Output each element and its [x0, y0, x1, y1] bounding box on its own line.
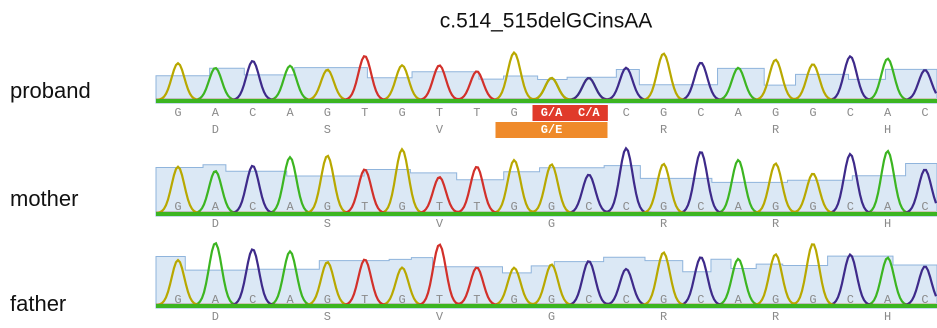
sample-label: proband [10, 78, 91, 103]
base-call: C [249, 200, 256, 214]
base-call: C [847, 293, 854, 307]
amino-acid: S [324, 310, 331, 323]
amino-acid: D [212, 217, 219, 231]
amino-acid: G [548, 310, 555, 323]
base-call: G [398, 106, 405, 120]
quality-shading [156, 256, 937, 308]
amino-acid: S [324, 217, 331, 231]
trace-row: proband G A C A G T G T T G G/A C/A C G C A G G C A C D S V G/E R R… [10, 53, 937, 138]
amino-acid: H [884, 123, 891, 137]
base-call: C [697, 106, 704, 120]
base-call: C [921, 200, 928, 214]
amino-acid: V [436, 310, 444, 323]
base-call: A [735, 106, 743, 120]
base-call: C/A [578, 106, 600, 120]
base-call: G [660, 200, 667, 214]
base-call: G [174, 200, 181, 214]
base-call: G [809, 106, 816, 120]
base-call: T [361, 200, 368, 214]
amino-acid: G/E [541, 123, 563, 137]
base-call: A [286, 106, 294, 120]
base-call: A [884, 200, 892, 214]
base-call: C [847, 200, 854, 214]
base-call: G [660, 106, 667, 120]
title: c.514_515delGCinsAA [440, 10, 652, 33]
base-call: C [623, 106, 630, 120]
base-call: C [847, 106, 854, 120]
amino-acid: R [660, 217, 667, 231]
base-call: A [212, 106, 220, 120]
sample-label: father [10, 291, 66, 316]
base-call: G [660, 293, 667, 307]
base-call: T [361, 106, 368, 120]
base-call: C [249, 106, 256, 120]
base-call: A [212, 200, 220, 214]
base-call: G [324, 293, 331, 307]
base-call: T [473, 293, 480, 307]
base-call: A [884, 293, 892, 307]
base-call: A [286, 200, 294, 214]
base-call: C [585, 293, 592, 307]
base-call: A [212, 293, 220, 307]
base-call: G [809, 293, 816, 307]
amino-acid: R [772, 123, 779, 137]
amino-acid: H [884, 310, 891, 323]
base-call: G [398, 293, 405, 307]
base-call: C [585, 200, 592, 214]
base-call: A [735, 293, 743, 307]
amino-acid: R [772, 310, 779, 323]
amino-acid: D [212, 123, 219, 137]
amino-acid: H [884, 217, 891, 231]
base-call: A [735, 200, 743, 214]
amino-acid: V [436, 123, 444, 137]
base-call: G [772, 200, 779, 214]
base-call: A [884, 106, 892, 120]
base-call: A [286, 293, 294, 307]
amino-acid: G [548, 217, 555, 231]
base-call: C [921, 293, 928, 307]
base-call: G [772, 293, 779, 307]
base-call: G/A [541, 106, 563, 120]
base-call: G [548, 200, 555, 214]
base-call: C [623, 200, 630, 214]
base-call: G [174, 106, 181, 120]
base-call: T [436, 200, 443, 214]
chromatogram-figure: c.514_515delGCinsAA proband G A C A G T G T T G G/A… [0, 0, 937, 323]
base-call: G [511, 293, 518, 307]
amino-acid: R [660, 123, 667, 137]
amino-acid: R [772, 217, 779, 231]
base-call: T [436, 106, 443, 120]
base-call: G [511, 106, 518, 120]
base-call: T [473, 200, 480, 214]
base-call: G [809, 200, 816, 214]
base-call: C [249, 293, 256, 307]
base-call: C [921, 106, 928, 120]
base-call: G [324, 106, 331, 120]
base-call: T [473, 106, 480, 120]
base-call: G [324, 200, 331, 214]
base-call: T [361, 293, 368, 307]
base-call: C [623, 293, 630, 307]
amino-acid: V [436, 217, 444, 231]
base-call: T [436, 293, 443, 307]
amino-acid: R [660, 310, 667, 323]
sample-label: mother [10, 186, 78, 211]
base-call: G [772, 106, 779, 120]
base-call: G [398, 200, 405, 214]
amino-acid: D [212, 310, 219, 323]
base-call: G [174, 293, 181, 307]
base-call: C [697, 293, 704, 307]
base-call: G [548, 293, 555, 307]
base-call: C [697, 200, 704, 214]
base-call: G [511, 200, 518, 214]
amino-acid: S [324, 123, 331, 137]
